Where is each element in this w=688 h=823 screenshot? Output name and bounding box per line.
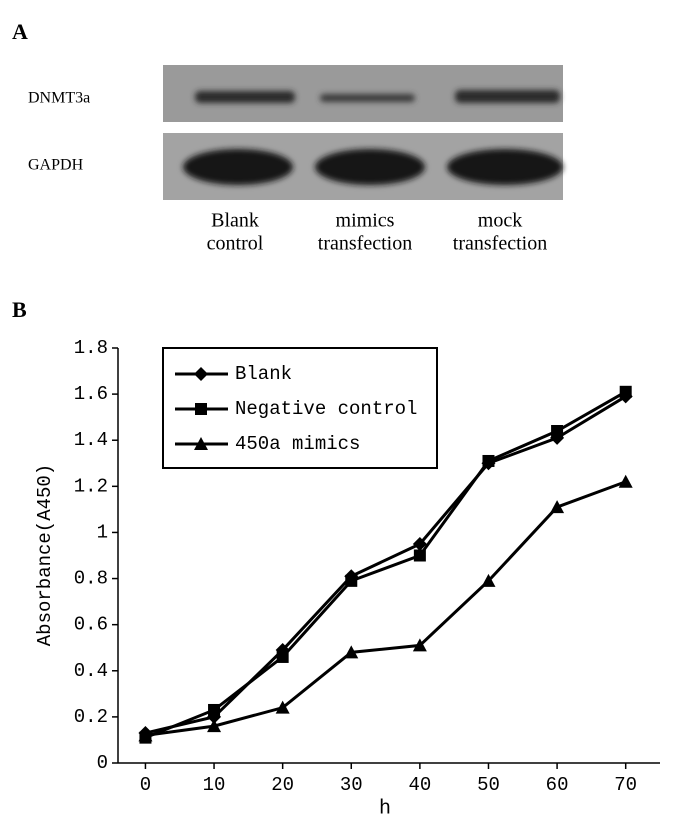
marker [194,437,208,450]
panel-label: A [12,19,28,44]
row-label: GAPDH [28,157,84,174]
x-tick-label: 40 [408,774,431,796]
y-tick-label: 1.2 [74,475,108,497]
y-tick-label: 0.6 [74,614,108,636]
y-tick-label: 0.2 [74,706,108,728]
lane-label: mock [478,210,522,232]
panel-label: B [12,297,27,322]
lane-label: control [207,233,264,255]
marker [195,403,207,415]
x-tick-label: 60 [546,774,569,796]
marker [138,728,153,742]
marker [481,573,496,587]
series-line [145,480,627,737]
y-tick-label: 0.4 [74,660,108,682]
marker [618,474,633,488]
marker [194,367,208,381]
y-tick-label: 1.8 [74,337,108,359]
marker [344,645,359,659]
marker [345,574,358,587]
bands [183,90,563,185]
x-tick-label: 50 [477,774,500,796]
marker [276,650,289,663]
lane-label: transfection [453,233,547,255]
legend-label: 450a mimics [235,433,360,455]
marker [413,549,426,562]
lane-label: transfection [318,233,412,255]
marker [208,703,221,716]
y-tick-label: 1.4 [74,429,108,451]
x-tick-label: 20 [271,774,294,796]
marker [412,638,427,652]
legend-label: Negative control [235,398,417,420]
marker [619,385,632,398]
y-tick-label: 1 [97,521,108,543]
y-axis-label: Absorbance(A450) [34,464,56,646]
legend-label: Blank [235,363,292,385]
row-label: DNMT3a [28,90,90,107]
x-tick-label: 10 [203,774,226,796]
marker [482,454,495,467]
lane-label: Blank [211,210,259,232]
x-axis-label: h [379,797,391,820]
marker [550,500,565,514]
x-tick-label: 70 [614,774,637,796]
marker [207,719,222,733]
x-tick-label: 0 [140,774,151,796]
y-tick-label: 0 [97,752,108,774]
series-line [145,395,627,735]
x-tick-label: 30 [340,774,363,796]
y-tick-label: 1.6 [74,383,108,405]
marker [551,425,564,437]
y-tick-label: 0.8 [74,568,108,590]
lane-label: mimics [336,210,395,232]
series-line [144,390,627,740]
marker [412,536,427,551]
marker [275,700,290,714]
